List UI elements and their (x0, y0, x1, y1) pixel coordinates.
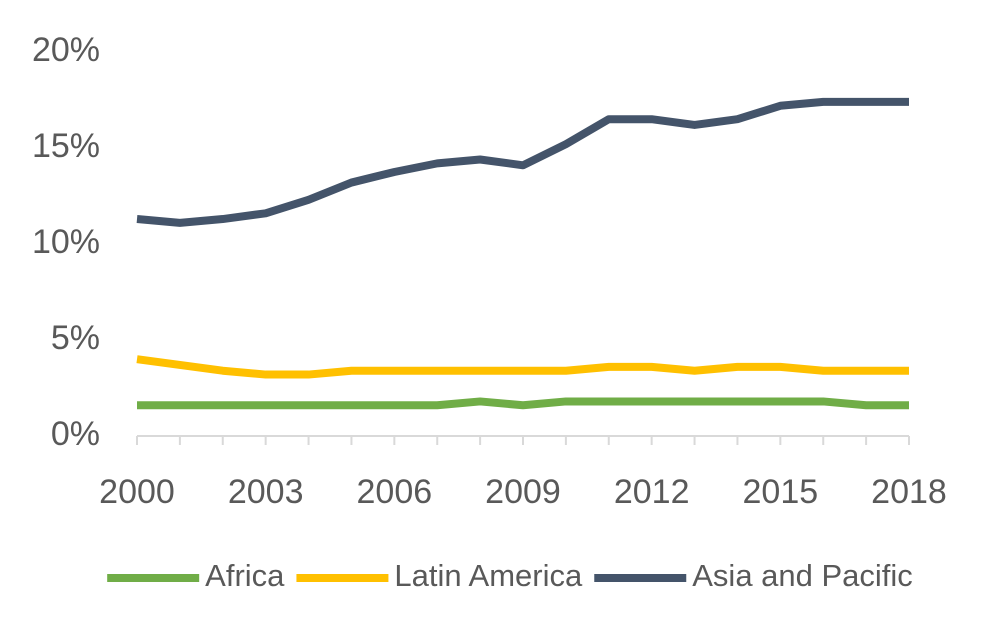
x-tick-label: 2012 (614, 473, 690, 511)
y-tick-label: 15% (32, 127, 100, 165)
y-tick-label: 0% (51, 415, 100, 453)
x-tick-label: 2015 (743, 473, 819, 511)
y-tick-label: 10% (32, 223, 100, 261)
series-line (136, 97, 909, 227)
x-tick-label: 2018 (871, 473, 947, 511)
y-tick-label: 5% (51, 319, 100, 357)
series-line (137, 397, 909, 410)
x-tick-label: 2003 (228, 473, 304, 511)
series-line (136, 355, 909, 379)
x-tick-label: 2009 (485, 473, 561, 511)
legend-label: Latin America (394, 558, 583, 593)
x-tick-label: 2006 (357, 473, 433, 511)
legend-label: Asia and Pacific (692, 558, 913, 593)
y-tick-label: 20% (32, 31, 100, 69)
legend-label: Africa (205, 558, 285, 593)
x-tick-label: 2000 (99, 473, 175, 511)
